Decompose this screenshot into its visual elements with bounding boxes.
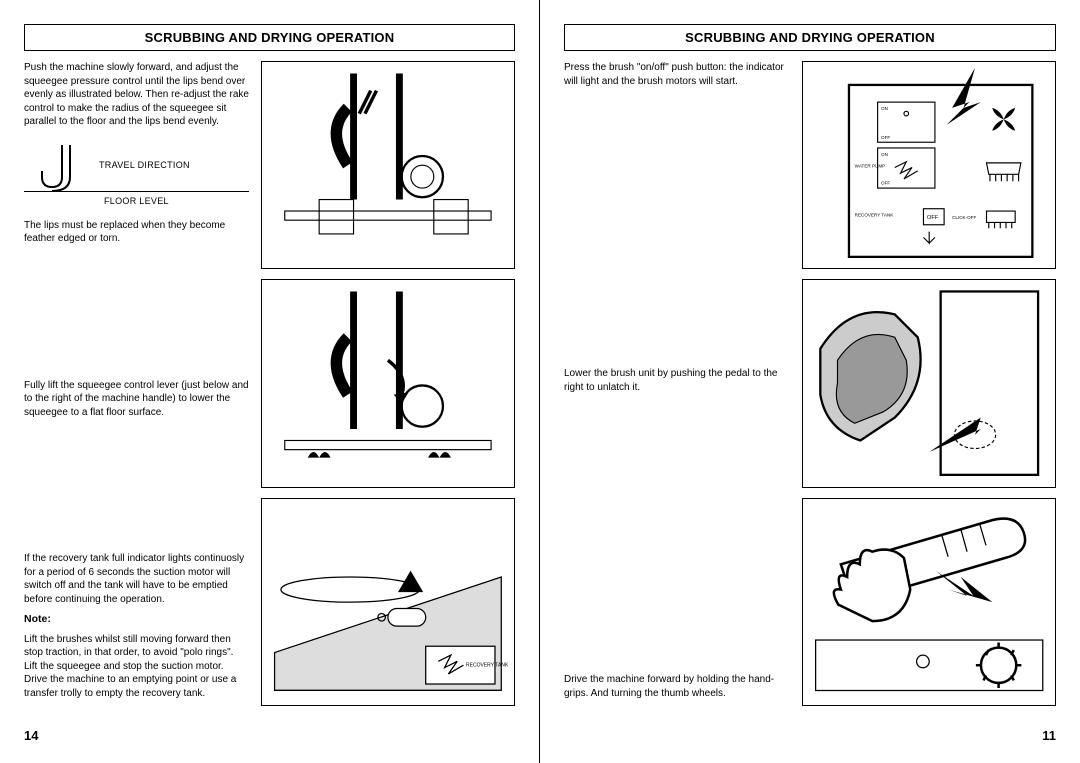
- section-header-right: SCRUBBING AND DRYING OPERATION: [564, 24, 1056, 51]
- image-column-right: ON OFF ON OFF: [802, 61, 1056, 706]
- illustration-r2-pedal: [802, 279, 1056, 487]
- content-right: Press the brush "on/off" push button: th…: [564, 61, 1056, 706]
- page-spread: SCRUBBING AND DRYING OPERATION Push the …: [0, 0, 1080, 763]
- diagram-label-travel: TRAVEL DIRECTION: [99, 159, 190, 171]
- svg-text:OFF: OFF: [881, 135, 890, 140]
- para-r3: Drive the machine forward by holding the…: [564, 673, 790, 700]
- recovery-tank-label: RECOVERY TANK: [466, 662, 509, 668]
- svg-text:RECOVERY TANK: RECOVERY TANK: [854, 213, 893, 218]
- page-number-left: 14: [24, 728, 38, 743]
- page-left: SCRUBBING AND DRYING OPERATION Push the …: [0, 0, 540, 763]
- svg-text:CLICK-OFF: CLICK-OFF: [952, 215, 976, 220]
- section-header-left: SCRUBBING AND DRYING OPERATION: [24, 24, 515, 51]
- content-left: Push the machine slowly forward, and adj…: [24, 61, 515, 706]
- svg-text:ON: ON: [881, 106, 888, 111]
- text-column-left: Push the machine slowly forward, and adj…: [24, 61, 249, 706]
- para-l1: Push the machine slowly forward, and adj…: [24, 61, 249, 129]
- svg-text:WATER PUMP: WATER PUMP: [854, 163, 885, 168]
- illustration-r1-control-panel: ON OFF ON OFF: [802, 61, 1056, 269]
- image-column-left: RECOVERY TANK: [261, 61, 515, 706]
- page-number-right: 11: [1042, 728, 1056, 743]
- illustration-l2: [261, 279, 515, 487]
- para-l3: Fully lift the squeegee control lever (j…: [24, 379, 249, 420]
- squeegee-diagram: TRAVEL DIRECTION FLOOR LEVEL: [24, 139, 249, 209]
- text-column-right: Press the brush "on/off" push button: th…: [564, 61, 790, 706]
- para-r1: Press the brush "on/off" push button: th…: [564, 61, 790, 88]
- para-l2: The lips must be replaced when they beco…: [24, 219, 249, 246]
- illustration-l3: RECOVERY TANK: [261, 498, 515, 706]
- para-l5: Lift the brushes whilst still moving for…: [24, 633, 249, 701]
- page-right: SCRUBBING AND DRYING OPERATION Press the…: [540, 0, 1080, 763]
- note-label: Note:: [24, 613, 51, 625]
- floor-line: [24, 191, 249, 192]
- illustration-l1: [261, 61, 515, 269]
- j-shape-icon: [34, 141, 84, 191]
- svg-text:OFF: OFF: [927, 215, 939, 221]
- diagram-label-floor: FLOOR LEVEL: [104, 195, 169, 207]
- svg-text:OFF: OFF: [881, 181, 890, 186]
- para-l4: If the recovery tank full indicator ligh…: [24, 552, 249, 606]
- para-r2: Lower the brush unit by pushing the peda…: [564, 367, 790, 394]
- svg-text:ON: ON: [881, 152, 888, 157]
- illustration-r3-handgrip: [802, 498, 1056, 706]
